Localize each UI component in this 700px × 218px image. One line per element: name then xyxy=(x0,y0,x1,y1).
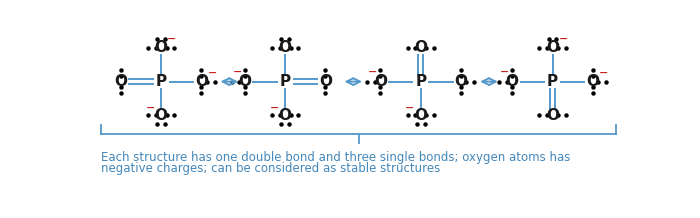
Text: O: O xyxy=(587,74,599,89)
Text: O: O xyxy=(319,74,332,89)
Text: −: − xyxy=(405,103,414,113)
Text: −: − xyxy=(368,66,377,77)
Text: P: P xyxy=(155,74,167,89)
Text: negative charges; can be considered as stable structures: negative charges; can be considered as s… xyxy=(102,162,441,175)
Text: −: − xyxy=(559,34,568,43)
Text: P: P xyxy=(547,74,558,89)
Text: O: O xyxy=(454,74,468,89)
Text: O: O xyxy=(114,74,127,89)
Text: O: O xyxy=(155,40,167,55)
Text: −: − xyxy=(270,103,279,113)
Text: O: O xyxy=(546,108,559,123)
Text: O: O xyxy=(238,74,251,89)
Text: O: O xyxy=(414,40,427,55)
Text: O: O xyxy=(195,74,208,89)
Text: O: O xyxy=(155,108,167,123)
Text: O: O xyxy=(546,40,559,55)
Text: O: O xyxy=(505,74,519,89)
Text: O: O xyxy=(374,74,387,89)
Text: O: O xyxy=(414,108,427,123)
Text: −: − xyxy=(232,66,241,77)
Text: P: P xyxy=(415,74,426,89)
Text: −: − xyxy=(167,34,176,43)
Text: −: − xyxy=(146,103,155,113)
Text: −: − xyxy=(500,66,509,77)
Text: O: O xyxy=(279,108,292,123)
Text: −: − xyxy=(208,67,217,77)
Text: P: P xyxy=(279,74,290,89)
Text: O: O xyxy=(279,40,292,55)
Text: −: − xyxy=(599,67,608,77)
Text: Each structure has one double bond and three single bonds; oxygen atoms has: Each structure has one double bond and t… xyxy=(102,151,570,164)
